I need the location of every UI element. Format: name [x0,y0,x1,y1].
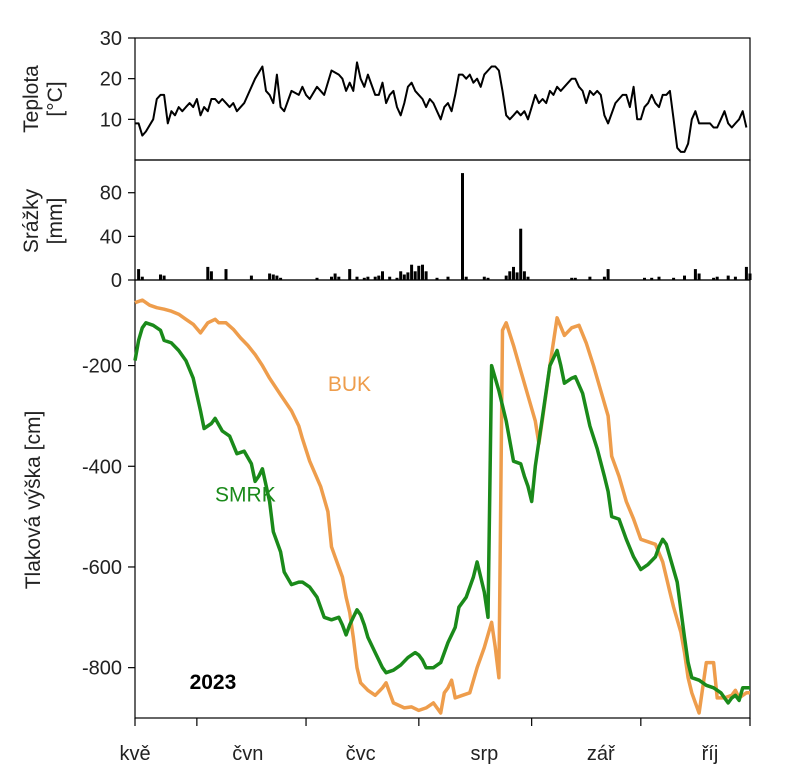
precip-bar [355,276,359,280]
precip-bar [275,275,279,280]
precip-bar [588,276,592,280]
precip-bar [315,277,319,280]
y-tick-label: 40 [100,226,122,248]
precip-bar [726,275,730,280]
precip-bar [399,271,403,280]
precip-bar [461,173,464,280]
precip-bar [424,271,428,280]
precip-bar [464,276,468,280]
precip-bar [159,274,162,280]
x-tick-label: říj [702,743,719,765]
precip-bar [446,276,450,280]
y-axis-title: Tlaková výška [cm] [22,411,45,590]
precip-bar [712,277,716,280]
precip-bar [373,276,377,280]
precip-bar [377,275,381,280]
precip-bar [137,269,141,280]
precip-bar [268,273,272,280]
y-axis-title: [°C] [44,81,67,116]
y-tick-label: 10 [100,109,122,131]
precip-bar [249,275,253,280]
precip-bar [606,269,610,280]
precip-bar [744,266,748,280]
precip-bar [402,274,406,280]
series-label-smrk: SMRK [215,484,276,507]
precip-bar [515,272,519,280]
precip-bar [271,274,275,280]
y-axis-title: [mm] [44,198,67,245]
precip-bar [381,271,384,280]
y-tick-label: -400 [82,456,122,478]
precip-bar [337,276,341,280]
precip-bar [395,277,399,280]
y-tick-label: -200 [82,356,122,378]
y-axis-title: Srážky [20,188,43,253]
precip-bar [570,277,574,280]
precip-bar [482,276,486,280]
precip-bar [209,271,213,280]
precip-bar [435,277,439,280]
y-tick-label: -600 [82,557,122,579]
y-tick-label: 20 [100,69,122,91]
precip-bar [362,277,366,280]
series-label-buk: BUK [328,373,371,396]
precip-bar [330,276,333,280]
precip-bar [733,276,737,280]
precip-bar [650,277,654,280]
precip-bar [748,273,752,280]
precip-bar [526,276,530,280]
x-tick-label: srp [470,743,498,765]
precip-bar [140,276,144,280]
precip-bar [406,272,410,280]
plot-frame [134,159,751,281]
precip-bar [162,275,166,280]
precip-bar [366,276,370,280]
precip-bar [512,266,515,280]
precip-bar [602,276,606,280]
x-tick-label: čvn [232,743,263,765]
precip-bar [672,277,676,280]
precip-bar [279,277,283,280]
precip-bar [388,276,392,280]
plot-frame [134,37,751,161]
precip-bar [522,271,526,280]
y-tick-label: -800 [82,658,122,680]
x-tick-label: zář [587,743,616,765]
pressure-head-panel: -200 -400 -600 -800 Tlaková výška [cm] BUK SMR… [22,279,751,765]
x-tick-label: kvě [119,743,150,765]
precip-bar [697,273,701,280]
y-axis-title: Teplota [20,65,43,133]
precip-bar [410,264,414,280]
precip-bar [683,275,686,280]
precip-bar [504,275,508,280]
y-tick-label: 0 [111,270,122,292]
precip-bar [508,271,512,280]
y-tick-label: 30 [100,28,122,50]
precip-bar [417,265,421,280]
precip-bar [693,269,697,280]
precip-bar [486,277,490,280]
precip-bar [224,269,228,280]
buk-line [134,298,750,715]
precip-bar [643,277,646,280]
precip-bar [413,271,417,280]
temperature-line [135,61,748,153]
smrk-line [133,321,750,705]
precip-bar [573,277,577,280]
precip-bar [715,276,719,280]
precipitation-panel: 0 40 80 Srážky [mm] [20,159,752,292]
temperature-panel: 10 20 30 Teplota [°C] [20,28,751,161]
precip-bar [657,276,661,280]
y-tick-label: 80 [100,183,122,205]
year-label: 2023 [190,671,237,694]
precip-bar [519,228,523,280]
precip-bar [206,266,210,280]
x-tick-label: čvc [346,743,376,765]
plot-frame [134,279,751,719]
precip-bar [348,269,352,280]
precip-bar [421,264,424,280]
precip-bar [333,273,337,280]
